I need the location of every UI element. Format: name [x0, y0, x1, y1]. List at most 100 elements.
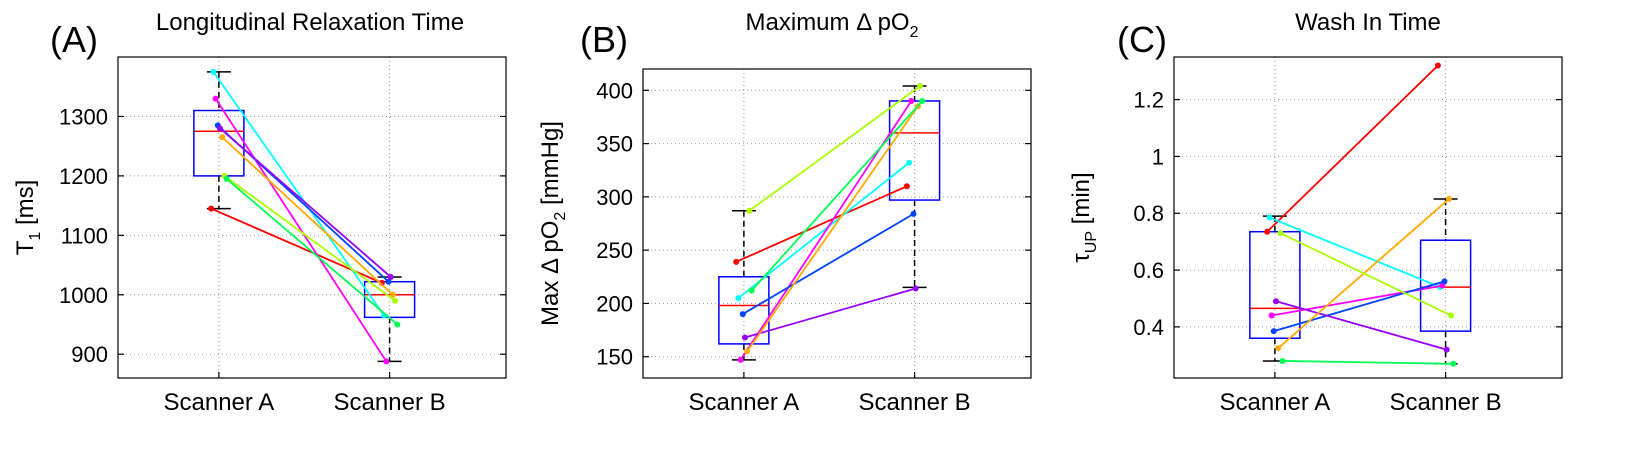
data-point: [1279, 357, 1286, 364]
data-point: [1264, 228, 1271, 235]
data-point: [392, 297, 399, 304]
data-point: [735, 295, 742, 302]
series-line: [748, 85, 921, 212]
data-point: [746, 207, 753, 214]
data-point: [912, 285, 919, 292]
series-8: [223, 175, 401, 328]
y-tick-label: 300: [596, 185, 633, 210]
series-7: [746, 83, 924, 214]
series-8: [748, 97, 926, 294]
panel-letter: (A): [50, 19, 98, 60]
series-3: [737, 97, 915, 363]
series-line: [1266, 64, 1439, 233]
box-iqr: [888, 100, 941, 201]
data-point: [1434, 62, 1441, 69]
data-point: [1270, 328, 1277, 335]
series-line: [1279, 232, 1452, 317]
series-4: [1270, 278, 1448, 335]
y-axis-label: τUP [min]: [1068, 172, 1100, 262]
series-line: [750, 100, 923, 292]
data-point: [910, 210, 917, 217]
series-2: [1266, 214, 1444, 291]
x-tick-label: Scanner A: [164, 389, 275, 416]
x-tick-label: Scanner B: [334, 389, 446, 416]
data-point: [1443, 346, 1450, 353]
y-tick-label: 350: [596, 132, 633, 157]
data-point: [1445, 196, 1452, 203]
panel-3: 0.4 0.6 0.8 1 1.2 Scanner A Scanner B (C) Wash I…: [1068, 9, 1563, 416]
series-1: [1264, 62, 1441, 235]
series-2: [735, 159, 913, 302]
series-line: [219, 127, 392, 278]
y-tick-label: 1000: [59, 283, 108, 308]
box-1: [718, 209, 770, 361]
y-tick-label: 1: [1152, 144, 1164, 169]
series-line: [221, 136, 394, 296]
data-point: [383, 358, 390, 365]
panel-letter: (C): [1117, 19, 1167, 60]
data-point: [903, 183, 910, 190]
series-line: [1275, 300, 1447, 351]
data-point: [219, 134, 226, 141]
series-5: [216, 125, 394, 280]
data-point: [1448, 312, 1455, 319]
series-line: [746, 105, 919, 352]
series-8: [1279, 357, 1457, 367]
data-point: [1277, 230, 1284, 237]
series-line: [223, 175, 396, 302]
data-point: [739, 311, 746, 318]
box-2: [888, 85, 941, 289]
axes-frame: [117, 56, 507, 379]
series-line: [735, 185, 908, 263]
data-point: [741, 334, 748, 341]
data-point: [1441, 278, 1448, 285]
series-7: [1277, 230, 1455, 319]
series-line: [1282, 360, 1454, 365]
data-point: [389, 291, 396, 298]
series-line: [742, 213, 914, 315]
y-tick-label: 1300: [59, 104, 108, 129]
panel-1: 900 1000 1100 1200 1300 Scanner A Scanner B (A)…: [12, 9, 507, 416]
x-tick-label: Scanner B: [859, 389, 971, 416]
data-point: [387, 273, 394, 280]
y-tick-label: 1100: [61, 223, 108, 248]
data-point: [908, 97, 915, 104]
series-4: [739, 210, 917, 318]
series-3: [212, 95, 390, 365]
data-point: [216, 125, 223, 132]
y-tick-label: 150: [596, 345, 633, 370]
x-tick-label: Scanner A: [689, 389, 800, 416]
data-point: [385, 278, 392, 285]
data-point: [1275, 345, 1282, 352]
series-line: [214, 98, 388, 362]
box-iqr: [1249, 230, 1301, 339]
series-line: [737, 162, 910, 299]
data-point: [906, 159, 913, 166]
data-point: [733, 258, 740, 265]
y-tick-label: 0.8: [1133, 201, 1164, 226]
series-line: [744, 287, 916, 339]
series-6: [744, 103, 921, 355]
chart-title: Longitudinal Relaxation Time: [156, 9, 464, 36]
chart-title: Wash In Time: [1295, 9, 1441, 36]
series-5: [741, 285, 919, 341]
y-tick-label: 0.6: [1133, 258, 1164, 283]
y-axis-label: T1 [ms]: [12, 180, 44, 256]
series-line: [1269, 216, 1441, 288]
data-point: [212, 95, 219, 102]
series-1: [733, 183, 910, 265]
data-point: [1268, 312, 1275, 319]
data-point: [210, 68, 217, 75]
series-5: [1272, 298, 1450, 353]
panel-2: 150 200 250 300 350 400 Scanner A Scanner B (B) M…: [537, 9, 1032, 416]
y-tick-label: 0.4: [1133, 315, 1164, 340]
data-point: [917, 83, 924, 90]
data-point: [1266, 214, 1273, 221]
series-line: [225, 178, 398, 326]
data-point: [1272, 298, 1279, 305]
data-point: [748, 287, 755, 294]
y-tick-label: 400: [596, 78, 633, 103]
series-line: [212, 71, 385, 317]
